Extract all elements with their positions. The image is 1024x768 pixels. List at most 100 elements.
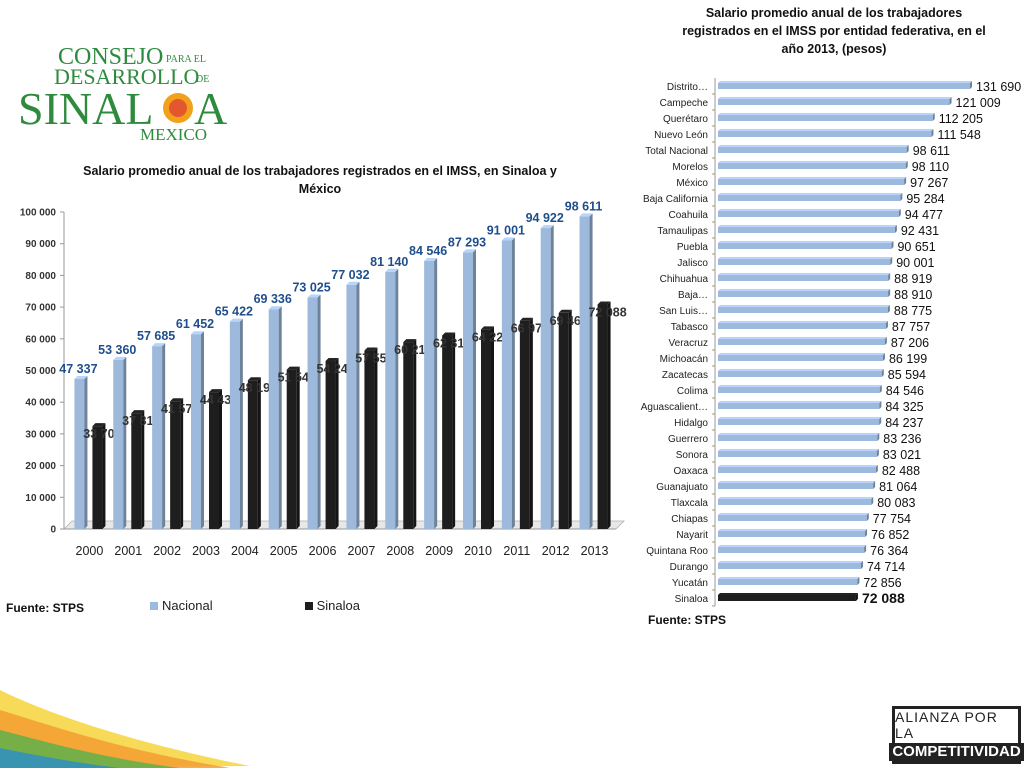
x-tick-label: 2000 [76,544,104,558]
data-label: 82 488 [882,464,920,478]
data-label: 121 009 [956,96,1001,110]
data-label-sinaloa: 66 974 [511,322,549,336]
data-label-nacional: 65 422 [215,305,253,319]
bar-front [209,392,219,529]
bar-top [718,321,888,323]
logo-line4: MEXICO [140,125,207,144]
data-label: 111 548 [937,128,980,142]
bar-entidad [718,513,869,521]
bar-entidad [718,497,874,505]
bar-side [123,356,127,529]
x-tick-label: 2006 [309,544,337,558]
bar-side [905,161,908,169]
y-tick-label: 0 [50,525,56,536]
bar-top [307,294,321,298]
bar-side [335,358,339,529]
y-tick-label: 90 000 [25,239,56,250]
category-label: Guanajuato [656,482,708,493]
category-label: Total Nacional [645,146,708,157]
data-label: 131 690 [976,80,1021,94]
bar-front [718,243,892,249]
category-label: Tabasco [671,322,709,333]
bar-entidad [718,113,935,121]
bar-top [718,481,876,483]
bar-entidad [718,193,903,201]
bar-nacional [501,237,515,529]
bar-sinaloa [442,332,456,529]
legend-item-sinaloa: Sinaloa [304,598,360,613]
bar-top [718,113,935,115]
bar-side [875,465,878,473]
bar-top [718,513,869,515]
bar-front [540,228,551,529]
bar-front [403,342,414,529]
bar-front [481,329,491,529]
bar-top [718,545,867,547]
category-label: Oaxaca [674,466,709,477]
bar-side [141,410,145,529]
bar-top [501,237,515,241]
bar-sinaloa [718,593,858,601]
bar-side [932,113,935,121]
bar-front [718,355,883,361]
bar-top [385,268,399,272]
bar-side [452,332,456,529]
category-label: Aguascalient… [641,402,708,413]
category-label: Michoacán [660,354,708,365]
bar-entidad [718,561,863,569]
bar-sinaloa [558,309,572,529]
x-tick-label: 2002 [153,544,181,558]
bar-entidad [718,177,907,185]
data-label: 87 206 [891,336,929,350]
bar-side [866,513,869,521]
bar-entidad [718,321,888,329]
bar-side [473,249,476,529]
bar-top [718,401,882,403]
legend-swatch-nacional [150,601,158,610]
category-label: Zacatecas [662,370,708,381]
bar-side [931,129,934,137]
category-label: Hidalgo [674,418,708,429]
bar-front [718,579,858,585]
bar-front [718,291,889,297]
bar-nacional [74,375,88,529]
badge-top-text: ALIANZA POR LA [895,709,998,741]
bar-front [718,131,932,137]
category-label: Baja… [678,290,708,301]
x-tick-label: 2011 [503,544,530,558]
bar-side [879,385,882,393]
logo-line1: CONSEJO [58,44,163,70]
logo-line3: SINAL [18,83,153,134]
bar-top [718,129,934,131]
data-label-nacional: 94 922 [526,211,564,225]
bar-nacional [152,343,166,529]
data-label: 90 001 [896,256,934,270]
data-label-nacional: 81 140 [370,255,408,269]
logo-line2-small: DE [196,74,209,85]
bar-top [718,177,907,179]
bar-front [346,284,357,529]
bar-side [888,273,891,281]
bar-front [718,547,865,553]
bar-top [718,433,880,435]
x-tick-label: 2012 [542,544,570,558]
data-label: 83 021 [883,448,921,462]
y-tick-label: 70 000 [25,303,56,314]
bar-front [718,387,880,393]
category-label: Distrito… [667,82,708,93]
bar-top [718,225,897,227]
category-label: Sonora [676,450,709,461]
bar-sinaloa [286,366,300,529]
category-label: Quintana Roo [646,546,708,557]
bar-top [718,417,882,419]
data-label: 80 083 [877,496,915,510]
bar-sinaloa [247,377,261,529]
data-label-nacional: 47 337 [59,362,97,376]
bar-nacional [463,249,476,529]
bar-top [229,318,243,322]
bar-front [424,260,435,529]
data-label-nacional: 87 293 [448,235,486,249]
bar-front [718,531,866,537]
bar-top [364,347,378,351]
bar-sinaloa [481,326,494,529]
